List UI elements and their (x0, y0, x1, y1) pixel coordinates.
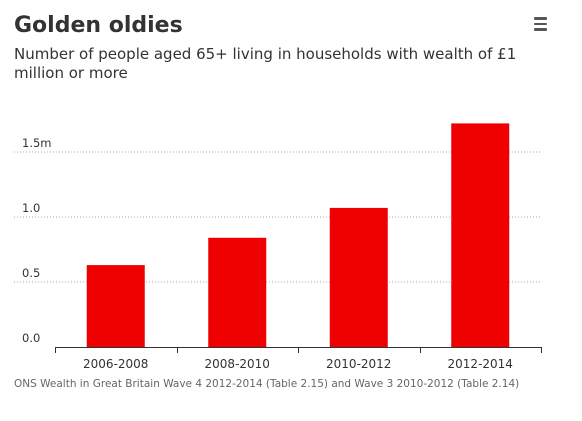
hamburger-menu-icon-bar (534, 28, 547, 31)
y-tick-label: 1.5m (22, 136, 52, 150)
chart-title: Golden oldies (14, 13, 183, 38)
chart-source: ONS Wealth in Great Britain Wave 4 2012-… (14, 378, 520, 390)
hamburger-menu-icon (534, 17, 547, 20)
x-tick-label: 2006-2008 (83, 357, 148, 371)
bar-2010-2012[interactable] (329, 207, 388, 347)
y-tick-label: 1.0 (22, 201, 40, 215)
bar-2008-2010[interactable] (208, 237, 267, 347)
hamburger-menu-icon-bar (534, 22, 547, 25)
chart-menu-button[interactable] (530, 14, 552, 34)
chart-subtitle: Number of people aged 65+ living in hous… (14, 45, 517, 82)
x-tick-label: 2008-2010 (205, 357, 270, 371)
x-tick-label: 2012-2014 (448, 357, 513, 371)
bar-2006-2008[interactable] (86, 265, 145, 347)
x-tick-label: 2010-2012 (326, 357, 391, 371)
y-tick-label: 0.0 (22, 331, 40, 345)
y-tick-label: 0.5 (22, 266, 40, 280)
bar-2012-2014[interactable] (451, 123, 510, 348)
